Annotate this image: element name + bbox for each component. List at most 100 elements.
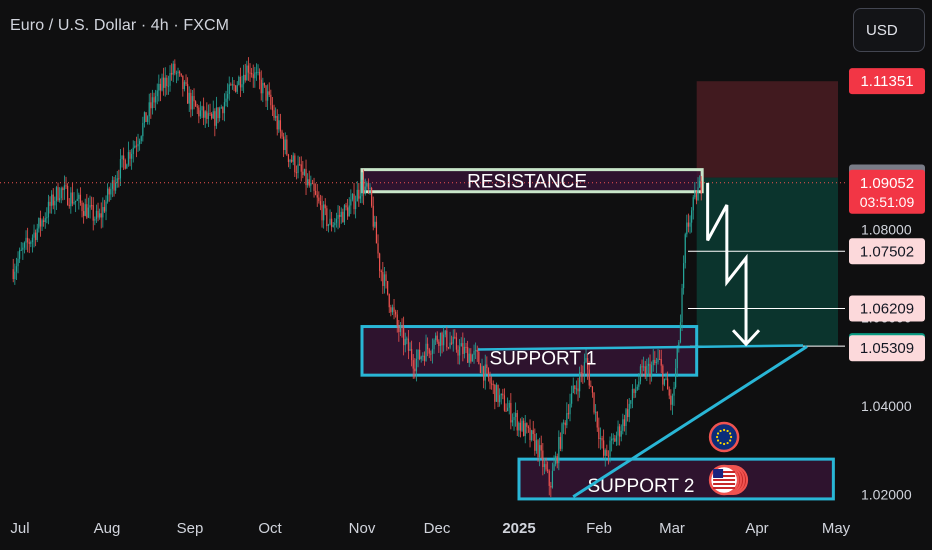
candle-body bbox=[279, 120, 282, 132]
candle-body bbox=[540, 445, 542, 451]
candle-body bbox=[150, 102, 152, 109]
candle-body bbox=[68, 204, 70, 207]
candle-body bbox=[548, 470, 550, 486]
candle-body bbox=[673, 387, 675, 396]
candle-body bbox=[137, 144, 139, 147]
candle-body bbox=[15, 266, 18, 272]
candle-body bbox=[396, 314, 398, 327]
candle-body bbox=[307, 179, 309, 186]
candle-body bbox=[388, 294, 390, 308]
candle-body bbox=[105, 201, 107, 212]
candle-body bbox=[627, 409, 629, 418]
candle-body bbox=[655, 362, 658, 364]
us-stripe bbox=[713, 479, 736, 481]
x-tick-label: 2025 bbox=[502, 520, 535, 537]
x-tick-label: Jul bbox=[10, 520, 29, 537]
candle-body bbox=[356, 189, 358, 202]
candle-body bbox=[278, 120, 280, 130]
candle-body bbox=[23, 242, 26, 248]
candle-body bbox=[265, 85, 267, 101]
candle-body bbox=[70, 192, 72, 207]
candle-body bbox=[681, 288, 683, 323]
eu-star bbox=[719, 429, 722, 433]
candle-body bbox=[236, 84, 238, 92]
candle-body bbox=[103, 207, 106, 212]
candle-body bbox=[84, 204, 86, 216]
candle-body bbox=[635, 389, 637, 393]
candle-body bbox=[390, 307, 392, 313]
candle-body bbox=[446, 330, 448, 348]
candle-body bbox=[363, 179, 365, 194]
candle-body bbox=[326, 208, 328, 227]
candle-body bbox=[36, 228, 38, 240]
candle-body bbox=[187, 84, 189, 104]
candle-body bbox=[430, 353, 432, 355]
candle-body bbox=[300, 164, 302, 172]
candle-body bbox=[451, 342, 453, 344]
candle-body bbox=[555, 456, 557, 465]
candle-body bbox=[551, 470, 554, 488]
candle-body bbox=[342, 211, 344, 223]
candle-body bbox=[473, 350, 475, 355]
candle-body bbox=[262, 82, 264, 94]
candle-body bbox=[268, 91, 270, 95]
candle-body bbox=[399, 326, 402, 333]
candle-body bbox=[460, 343, 462, 347]
candle-body bbox=[271, 105, 274, 111]
candle-body bbox=[331, 218, 333, 227]
price-badge-bg bbox=[849, 335, 925, 362]
candle-body bbox=[694, 191, 696, 198]
candle-body bbox=[20, 249, 22, 251]
x-tick-label: Mar bbox=[659, 520, 685, 537]
candle-body bbox=[622, 419, 624, 431]
candle-body bbox=[404, 338, 406, 346]
candle-body bbox=[294, 155, 296, 173]
candle-body bbox=[347, 207, 349, 217]
candle-body bbox=[206, 111, 208, 119]
candle-body bbox=[185, 82, 187, 85]
candle-body bbox=[222, 107, 224, 114]
candle-body bbox=[313, 183, 315, 191]
candle-body bbox=[425, 343, 427, 362]
candle-body bbox=[91, 205, 93, 207]
candle-body bbox=[660, 359, 662, 366]
candle-body bbox=[196, 106, 198, 108]
candle-body bbox=[55, 187, 58, 201]
price-label-badge: 1.07502 bbox=[849, 238, 925, 265]
candle-body bbox=[113, 180, 115, 191]
candle-body bbox=[465, 346, 467, 348]
candle-body bbox=[455, 337, 458, 350]
candle-body bbox=[614, 438, 616, 442]
currency-button[interactable]: USD bbox=[853, 8, 925, 52]
candle-body bbox=[291, 159, 293, 162]
candle-body bbox=[700, 180, 702, 194]
candle-body bbox=[270, 94, 272, 106]
x-tick-label: Oct bbox=[258, 520, 282, 537]
candle-body bbox=[31, 237, 34, 243]
candle-body bbox=[124, 160, 126, 169]
candle-body bbox=[94, 219, 96, 221]
candle-body bbox=[49, 201, 51, 206]
candle-body bbox=[475, 349, 477, 351]
candle-body bbox=[334, 222, 336, 226]
candle-body bbox=[83, 211, 85, 216]
candle-body bbox=[407, 338, 410, 351]
candle-body bbox=[534, 434, 536, 451]
candle-body bbox=[518, 422, 520, 431]
eu-star bbox=[722, 442, 726, 446]
candle-body bbox=[571, 393, 573, 404]
candle-body bbox=[67, 185, 69, 205]
candle-body bbox=[12, 269, 14, 280]
candle-body bbox=[295, 172, 298, 174]
candle-body bbox=[355, 201, 357, 210]
candle-body bbox=[190, 92, 192, 110]
candle-body bbox=[558, 436, 560, 464]
candle-body bbox=[631, 389, 634, 401]
candle-body bbox=[241, 84, 243, 88]
candle-body bbox=[359, 196, 362, 199]
candle-body bbox=[30, 242, 32, 244]
candle-body bbox=[14, 271, 16, 280]
candle-body bbox=[612, 438, 614, 440]
candle-body bbox=[153, 97, 155, 103]
